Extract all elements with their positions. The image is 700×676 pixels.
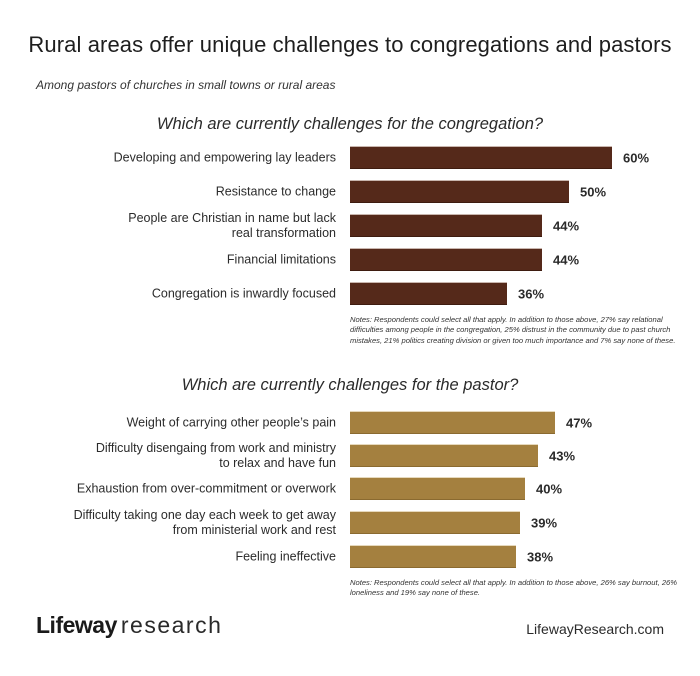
bar [350,412,555,434]
bar-label-line: Resistance to change [215,184,336,199]
bar-label: Difficulty taking one day each week to g… [16,508,336,538]
bar [350,147,612,169]
bar-value-label: 40% [536,481,563,497]
bar-value-label: 47% [566,415,593,431]
bar [350,181,569,203]
logo-brand-text: Lifeway [36,612,117,638]
bar-value-label: 44% [553,252,580,268]
pastor-bar-row: Difficulty disengaing from work and mini… [0,441,700,470]
pastor-bar-row: Feeling ineffective 38% [0,546,700,568]
congregation-bar-row: Financial limitations 44% [0,249,700,271]
pastor-notes: Notes: Respondents could select all that… [350,578,678,598]
bar-label-line: Congregation is inwardly focused [151,286,336,301]
bar [350,283,507,305]
bar-label: Congregation is inwardly focused [16,287,336,302]
lifeway-research-logo: Lifeway research [36,612,222,639]
bar [350,215,542,237]
bar-label: People are Christian in name but lack rea… [16,211,336,241]
website-url: LifewayResearch.com [526,621,664,637]
bar-label-line: Financial limitations [226,252,336,267]
bar-value-label: 36% [518,286,545,302]
bar [350,478,525,500]
pastor-section-heading: Which are currently challenges for the p… [181,376,519,394]
logo-suffix-text: research [120,612,223,638]
bar [350,512,520,534]
bar-value-label: 38% [527,549,554,565]
congregation-bar-row: Developing and empowering lay leaders 60% [0,147,700,169]
chart-subtitle: Among pastors of churches in small towns… [36,78,336,92]
bar-label: Financial limitations [16,253,336,268]
bar-label-line: Developing and empowering lay leaders [113,150,336,165]
bar-value-label: 39% [531,515,558,531]
bar-label: Weight of carrying other people’s pain [16,416,336,431]
bar-label-line: People are Christian in name but lack [128,211,336,225]
chart-title: Rural areas offer unique challenges to c… [28,32,672,57]
congregation-bar-row: Resistance to change 50% [0,181,700,203]
bar-label-line: real transformation [231,226,336,240]
bar [350,445,538,467]
pastor-bar-row: Weight of carrying other people’s pain 47… [0,412,700,434]
congregation-bar-row: People are Christian in name but lack rea… [0,211,700,240]
bar [350,249,542,271]
bar-value-label: 43% [549,448,576,464]
congregation-notes: Notes: Respondents could select all that… [350,315,676,345]
bar-label-line: Exhaustion from over-commitment or overw… [76,481,336,496]
bar-value-label: 60% [623,150,650,166]
bar-label: Resistance to change [16,185,336,200]
bar-value-label: 44% [553,218,580,234]
bar-label: Feeling ineffective [16,550,336,565]
bar-label-line: Difficulty disengaing from work and mini… [95,441,336,455]
congregation-bar-row: Congregation is inwardly focused 36% [0,283,700,305]
congregation-section-heading: Which are currently challenges for the c… [156,115,544,133]
bar-label: Developing and empowering lay leaders [16,151,336,166]
bar-label-line: Feeling ineffective [235,549,336,564]
bar-value-label: 50% [580,184,607,200]
bar-label-line: Weight of carrying other people’s pain [126,415,336,430]
bar-label-line: Difficulty taking one day each week to g… [73,508,336,522]
bar [350,546,516,568]
bar-label: Difficulty disengaing from work and mini… [16,441,336,471]
pastor-bar-row: Difficulty taking one day each week to g… [0,508,700,537]
bar-label-line: to relax and have fun [219,456,336,470]
pastor-bar-row: Exhaustion from over-commitment or overw… [0,478,700,500]
bar-label-line: from ministerial work and rest [172,523,336,537]
bar-label: Exhaustion from over-commitment or overw… [16,482,336,497]
